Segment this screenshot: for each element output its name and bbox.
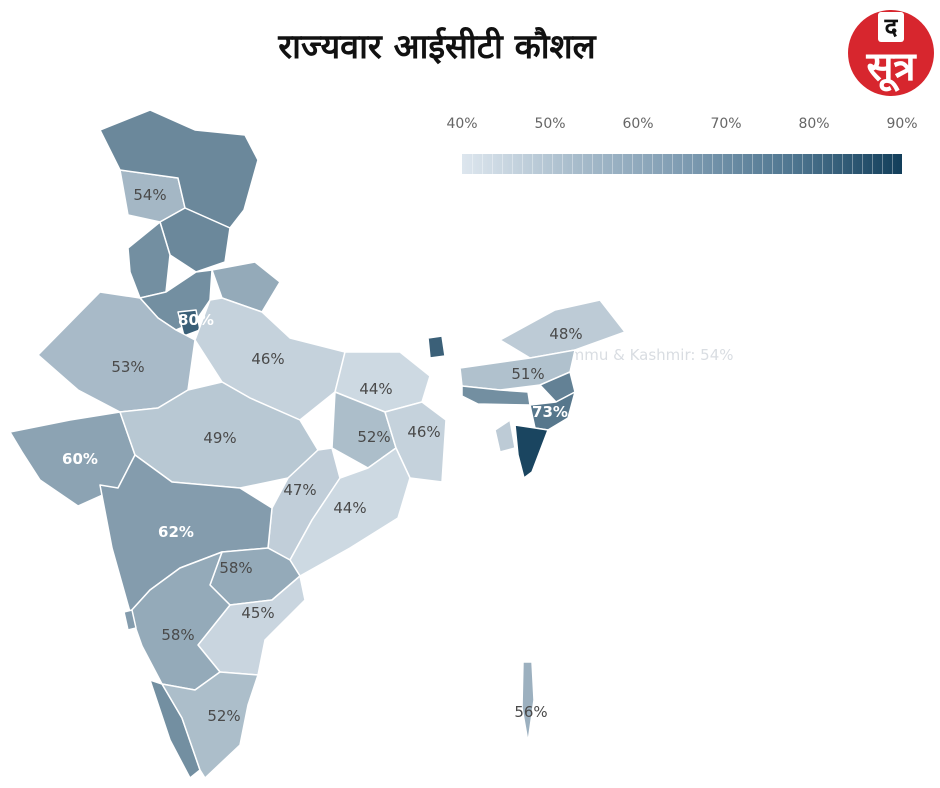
state-region[interactable] xyxy=(161,671,259,779)
legend-segment-divider xyxy=(642,154,643,174)
legend-segment-divider xyxy=(512,154,513,174)
legend-segment-divider xyxy=(692,154,693,174)
state-value-label: 48% xyxy=(549,325,582,343)
legend-segment-divider xyxy=(762,154,763,174)
legend-segment-divider xyxy=(632,154,633,174)
logo-tag: द xyxy=(878,12,904,42)
legend-segment-divider xyxy=(802,154,803,174)
state-value-label: 58% xyxy=(219,559,252,577)
legend-segment-divider xyxy=(562,154,563,174)
legend-segment-divider xyxy=(502,154,503,174)
state-value-label: 45% xyxy=(241,604,274,622)
hover-tooltip: Jammu & Kashmir: 54% xyxy=(556,346,734,364)
state-value-label: 44% xyxy=(333,499,366,517)
legend-segment-divider xyxy=(822,154,823,174)
state-value-label: 53% xyxy=(111,358,144,376)
legend-tick-labels: 40% 50% 60% 70% 80% 90% xyxy=(440,116,920,140)
legend-segment-divider xyxy=(712,154,713,174)
legend-segment-divider xyxy=(652,154,653,174)
legend-segment-divider xyxy=(612,154,613,174)
legend-segment-divider xyxy=(532,154,533,174)
legend-segment-divider xyxy=(732,154,733,174)
legend-tick: 90% xyxy=(886,116,918,132)
legend-tick: 70% xyxy=(710,116,742,132)
state-value-label: 80% xyxy=(178,311,214,329)
legend-segment-divider xyxy=(472,154,473,174)
legend-segment-divider xyxy=(582,154,583,174)
brand-logo: द सूत्र xyxy=(848,10,934,96)
state-region[interactable] xyxy=(427,335,446,359)
state-region[interactable] xyxy=(461,385,531,406)
legend-segment-divider xyxy=(552,154,553,174)
legend-segment-divider xyxy=(842,154,843,174)
legend-segment-divider xyxy=(892,154,893,174)
map-title: राज्यवार आईसीटी कौशल xyxy=(278,27,596,67)
state-value-label: 54% xyxy=(133,186,166,204)
state-value-label: 73% xyxy=(532,403,568,421)
state-region[interactable] xyxy=(99,109,259,229)
legend-segment-divider xyxy=(862,154,863,174)
state-region[interactable] xyxy=(289,447,411,577)
legend-segment-divider xyxy=(812,154,813,174)
state-value-label: 51% xyxy=(511,365,544,383)
legend-segment-divider xyxy=(782,154,783,174)
legend-segment-divider xyxy=(482,154,483,174)
state-value-label: 44% xyxy=(359,380,392,398)
legend-color-scale xyxy=(462,154,902,174)
state-region[interactable] xyxy=(494,419,516,453)
legend-tick: 50% xyxy=(534,116,566,132)
state-region[interactable] xyxy=(521,661,535,743)
legend-segment-divider xyxy=(852,154,853,174)
legend-segment-divider xyxy=(792,154,793,174)
state-value-label: 52% xyxy=(357,428,390,446)
state-value-label: 56% xyxy=(514,703,547,721)
legend-tick: 60% xyxy=(622,116,654,132)
legend-tick: 80% xyxy=(798,116,830,132)
legend-segment-divider xyxy=(722,154,723,174)
legend-segment-divider xyxy=(682,154,683,174)
state-value-label: 46% xyxy=(251,350,284,368)
state-value-label: 58% xyxy=(161,626,194,644)
logo-word: सूत्र xyxy=(866,44,916,90)
state-region[interactable] xyxy=(123,609,137,631)
state-region[interactable] xyxy=(127,221,171,299)
legend-segment-divider xyxy=(522,154,523,174)
legend-segment-divider xyxy=(592,154,593,174)
state-region[interactable] xyxy=(211,261,281,313)
legend-segment-divider xyxy=(742,154,743,174)
state-value-label: 52% xyxy=(207,707,240,725)
state-value-label: 62% xyxy=(158,523,194,541)
legend-segment-divider xyxy=(672,154,673,174)
state-value-label: 47% xyxy=(283,481,316,499)
state-value-label: 49% xyxy=(203,429,236,447)
legend-segment-divider xyxy=(872,154,873,174)
state-value-label: 46% xyxy=(407,423,440,441)
legend-segment-divider xyxy=(492,154,493,174)
state-value-label: 60% xyxy=(62,450,98,468)
legend-segment-divider xyxy=(622,154,623,174)
legend-segment-divider xyxy=(572,154,573,174)
state-region[interactable] xyxy=(514,424,549,479)
legend-segment-divider xyxy=(542,154,543,174)
legend-segment-divider xyxy=(752,154,753,174)
legend-segment-divider xyxy=(662,154,663,174)
legend-segment-divider xyxy=(702,154,703,174)
legend-segment-divider xyxy=(882,154,883,174)
state-region[interactable] xyxy=(129,551,231,691)
legend-segment-divider xyxy=(602,154,603,174)
legend-tick: 40% xyxy=(446,116,478,132)
legend-segment-divider xyxy=(832,154,833,174)
legend-segment-divider xyxy=(772,154,773,174)
